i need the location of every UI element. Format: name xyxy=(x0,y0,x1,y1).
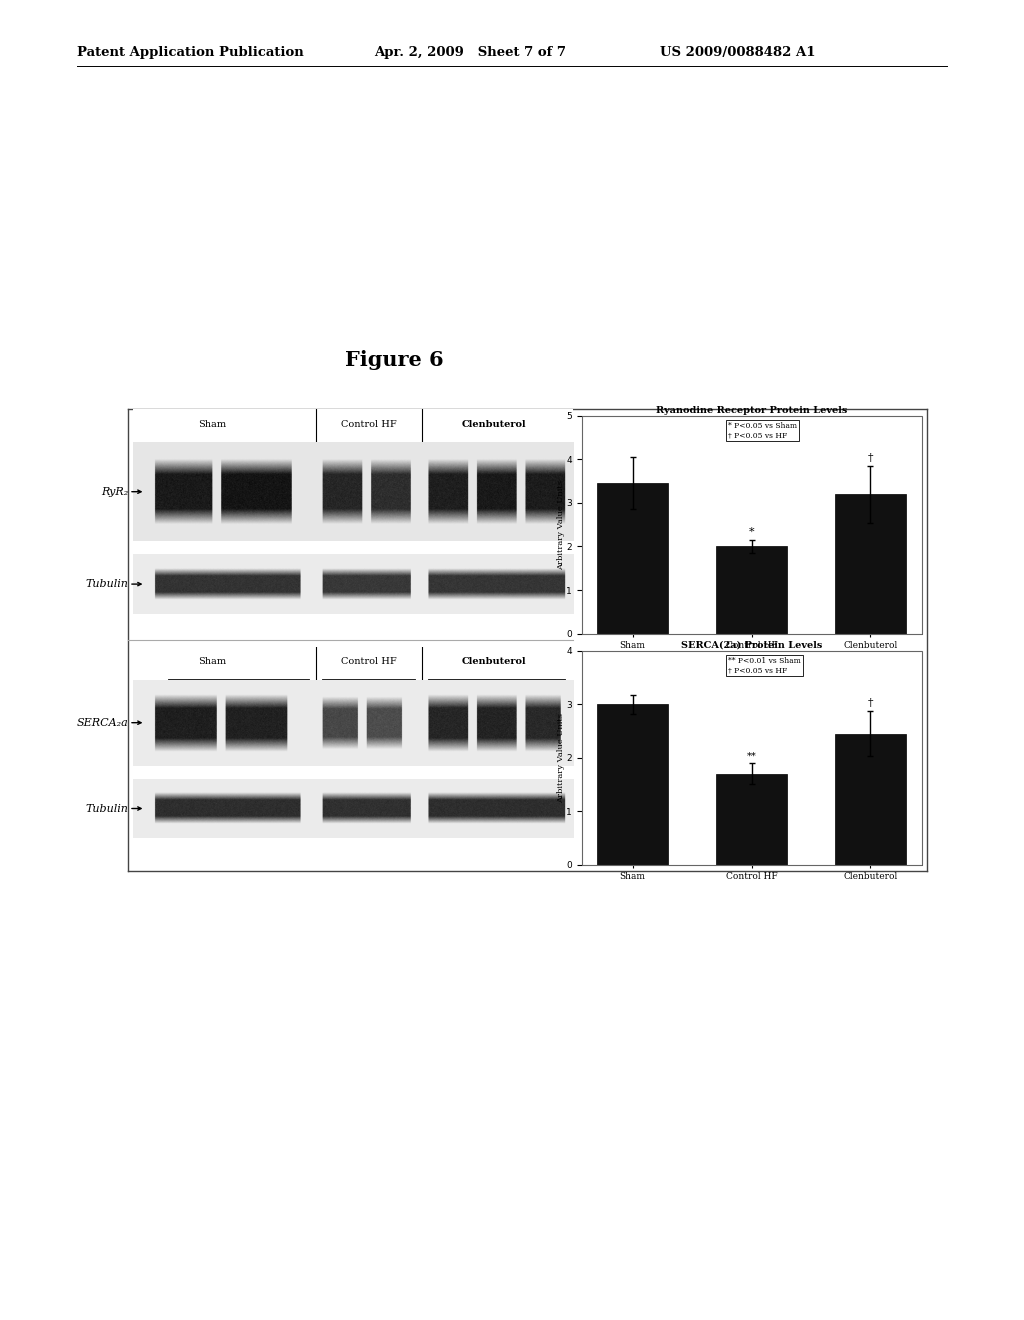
Title: SERCA(2a) Protein Levels: SERCA(2a) Protein Levels xyxy=(681,642,822,649)
Text: US 2009/0088482 A1: US 2009/0088482 A1 xyxy=(660,46,816,59)
Text: *: * xyxy=(749,527,755,537)
Text: * P<0.05 vs Sham
† P<0.05 vs HF: * P<0.05 vs Sham † P<0.05 vs HF xyxy=(728,422,797,440)
Bar xyxy=(597,483,669,634)
Text: †: † xyxy=(867,698,873,709)
Y-axis label: Arbitrary Value Units: Arbitrary Value Units xyxy=(557,479,565,570)
Bar xyxy=(597,705,669,865)
Bar xyxy=(716,546,787,634)
Text: Sham: Sham xyxy=(199,420,226,429)
Text: Control HF: Control HF xyxy=(341,420,396,429)
Bar xyxy=(835,734,906,865)
Text: Tubulin: Tubulin xyxy=(85,579,128,589)
Text: SERCA₂a: SERCA₂a xyxy=(76,718,128,727)
Text: Control HF: Control HF xyxy=(341,657,396,667)
Text: Figure 6: Figure 6 xyxy=(345,350,443,370)
Text: Sham: Sham xyxy=(199,657,226,667)
Text: **: ** xyxy=(746,751,757,760)
Bar xyxy=(835,494,906,634)
Text: RyR₂: RyR₂ xyxy=(100,487,128,496)
Text: ** P<0.01 vs Sham
† P<0.05 vs HF: ** P<0.01 vs Sham † P<0.05 vs HF xyxy=(728,657,801,675)
Text: †: † xyxy=(867,453,873,463)
Text: Apr. 2, 2009   Sheet 7 of 7: Apr. 2, 2009 Sheet 7 of 7 xyxy=(374,46,565,59)
Text: Clenbuterol: Clenbuterol xyxy=(462,657,526,667)
Bar xyxy=(716,774,787,865)
Text: Clenbuterol: Clenbuterol xyxy=(462,420,526,429)
Text: Patent Application Publication: Patent Application Publication xyxy=(77,46,303,59)
Y-axis label: Arbitrary Value Units: Arbitrary Value Units xyxy=(557,713,565,803)
Title: Ryanodine Receptor Protein Levels: Ryanodine Receptor Protein Levels xyxy=(656,407,847,414)
Text: Tubulin: Tubulin xyxy=(85,804,128,813)
